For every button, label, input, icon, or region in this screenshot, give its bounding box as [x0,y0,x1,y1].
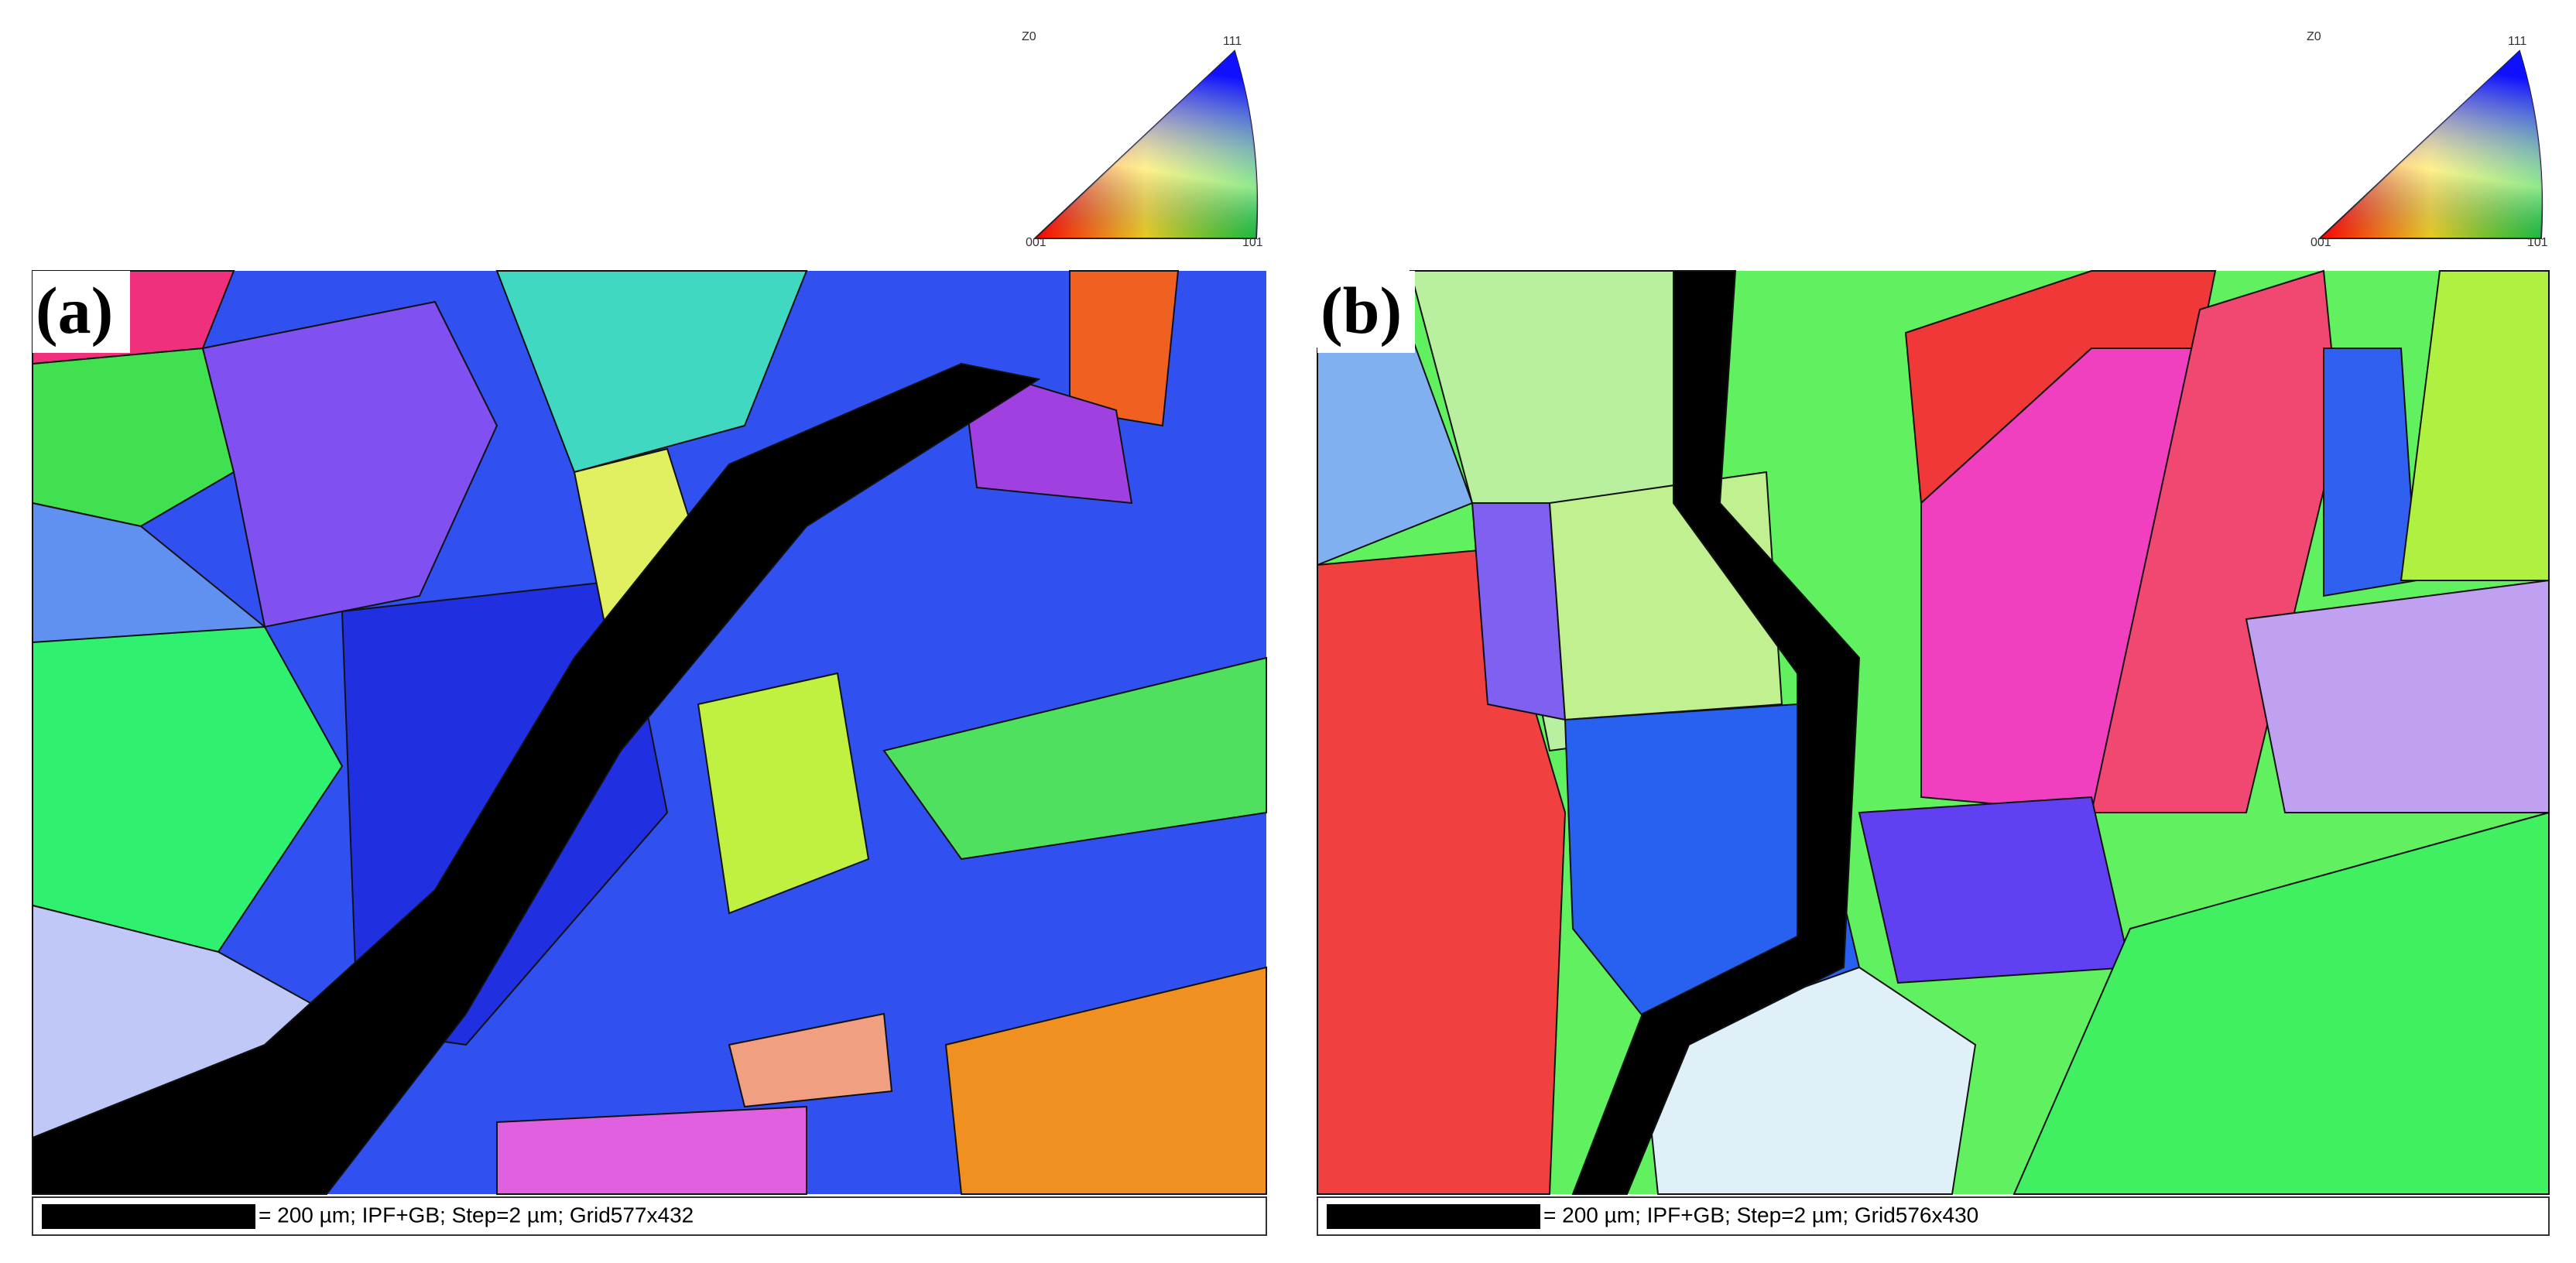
legend-frame: Z0 [1022,30,1036,43]
grain [1317,548,1567,1195]
grain [2012,811,2550,1195]
grain [2323,347,2418,597]
legend-frame: Z0 [2307,30,2321,43]
label-box [1317,271,1415,353]
grain [2245,579,2550,813]
grain [944,966,1267,1195]
legend-top: 111 [1223,35,1242,48]
legend-left: 001 [2311,236,2331,249]
ipf-triangle-overlay [2320,51,2543,238]
grain [32,362,1041,1195]
ipf-legend: Z0 111 001 101 [2307,30,2548,249]
ipf-legend: Z0 111 001 101 [1022,30,1263,249]
grain [1069,270,1180,427]
legend-left: 001 [1026,236,1046,249]
scale-caption: = 200 µm; IPF+GB; Step=2 µm; Grid577x432 [259,1203,694,1227]
scale-bar [1327,1204,1540,1229]
grain [496,1105,807,1195]
grain [1571,270,1861,1195]
ebsd-map [32,270,1267,1195]
legend-top: 111 [2508,35,2526,48]
grain [1858,796,2132,984]
grain [201,300,498,628]
grain [697,672,870,915]
ebsd-map [1317,269,2550,1195]
grain [728,1012,893,1108]
panel-label: (a) [36,273,113,347]
label-box [33,271,130,353]
legend-right: 101 [2527,236,2548,249]
scale-bar [42,1204,255,1229]
grain [882,656,1267,861]
panel-b: Z0 111 001 101 (b) = 200 µm; IPF+GB; Ste… [1317,30,2550,1236]
panel-label: (b) [1321,273,1402,347]
panel-a: Z0 111 001 101 (a) = 200 µm; IPF+GB; Ste… [32,30,1267,1236]
scale-caption: = 200 µm; IPF+GB; Step=2 µm; Grid576x430 [1543,1203,1978,1227]
ipf-triangle-overlay [1035,51,1258,238]
legend-right: 101 [1242,236,1263,249]
grain [495,270,808,474]
grain [32,625,344,953]
